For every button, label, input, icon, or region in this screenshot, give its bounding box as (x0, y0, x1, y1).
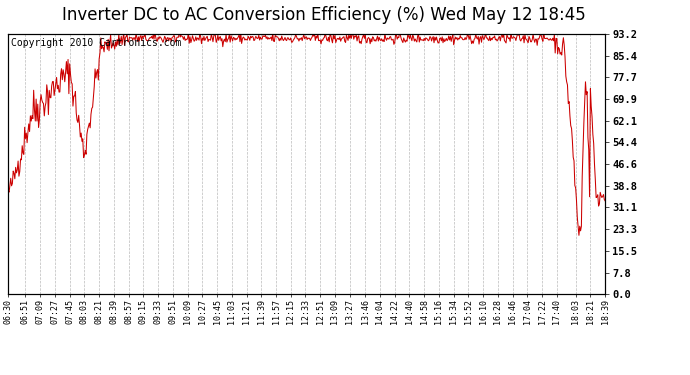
Text: Inverter DC to AC Conversion Efficiency (%) Wed May 12 18:45: Inverter DC to AC Conversion Efficiency … (62, 6, 586, 24)
Text: Copyright 2010 Cartronics.com: Copyright 2010 Cartronics.com (11, 38, 181, 48)
